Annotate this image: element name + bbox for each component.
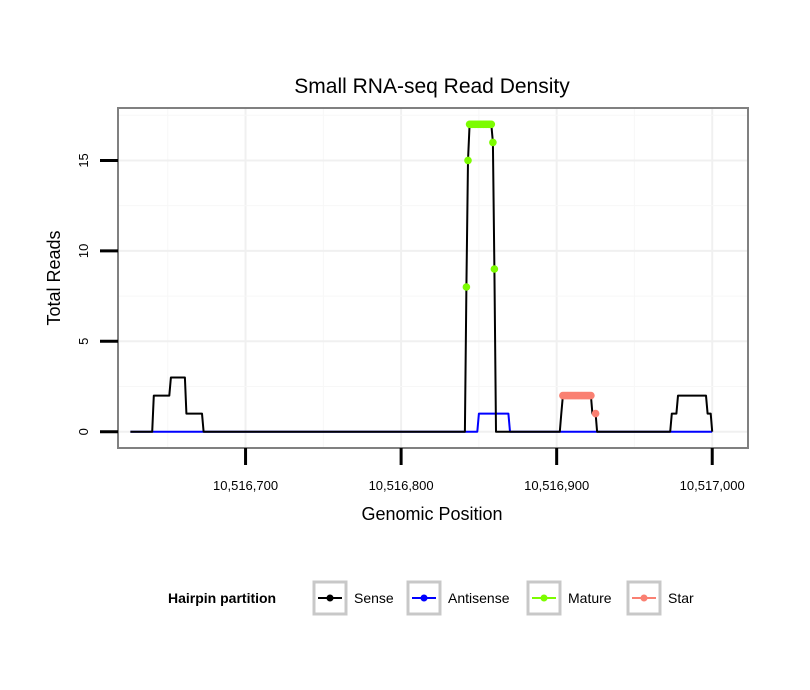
legend-label-sense: Sense <box>354 590 394 606</box>
legend-label-mature: Mature <box>568 590 612 606</box>
data-point-mature <box>487 120 496 129</box>
y-tick-label: 10 <box>76 244 91 258</box>
data-point-mature <box>464 156 472 165</box>
legend-item-antisense: Antisense <box>406 580 510 616</box>
legend: Hairpin partition Sense Antisense Mature… <box>168 580 694 616</box>
plot-border <box>117 107 749 449</box>
legend-key-dot <box>420 594 428 602</box>
series-line-sense <box>130 123 714 433</box>
y-tick-label: 15 <box>76 153 91 167</box>
data-point-mature <box>490 265 499 273</box>
chart-title: Small RNA-seq Read Density <box>294 75 570 98</box>
grid-lines <box>118 108 748 448</box>
x-tick-label: 10,516,900 <box>524 478 589 493</box>
y-tick-label: 0 <box>76 428 91 435</box>
x-axis-label: Genomic Position <box>361 504 502 524</box>
data-point-mature <box>462 283 471 291</box>
legend-label-star: Star <box>668 590 694 606</box>
data-point-star <box>587 391 595 400</box>
legend-item-mature: Mature <box>526 580 612 616</box>
legend-key-dot <box>540 594 548 602</box>
data-point-mature <box>489 138 497 147</box>
x-axis: 10,516,700 10,516,800 10,516,900 10,517,000 <box>213 448 745 493</box>
series-layer <box>130 120 714 433</box>
x-tick-label: 10,516,800 <box>369 478 434 493</box>
legend-key-dot <box>640 594 648 602</box>
x-tick-label: 10,517,000 <box>680 478 745 493</box>
plot-panel <box>118 108 748 448</box>
legend-item-sense: Sense <box>312 580 394 616</box>
y-axis: 0 5 10 15 <box>76 153 118 435</box>
legend-item-star: Star <box>626 580 694 616</box>
legend-key-dot <box>326 594 334 602</box>
legend-label-antisense: Antisense <box>448 590 510 606</box>
x-tick-label: 10,516,700 <box>213 478 278 493</box>
y-tick-label: 5 <box>76 338 91 345</box>
y-axis-label: Total Reads <box>44 230 64 325</box>
legend-title: Hairpin partition <box>168 590 276 606</box>
data-point-star <box>591 409 600 418</box>
